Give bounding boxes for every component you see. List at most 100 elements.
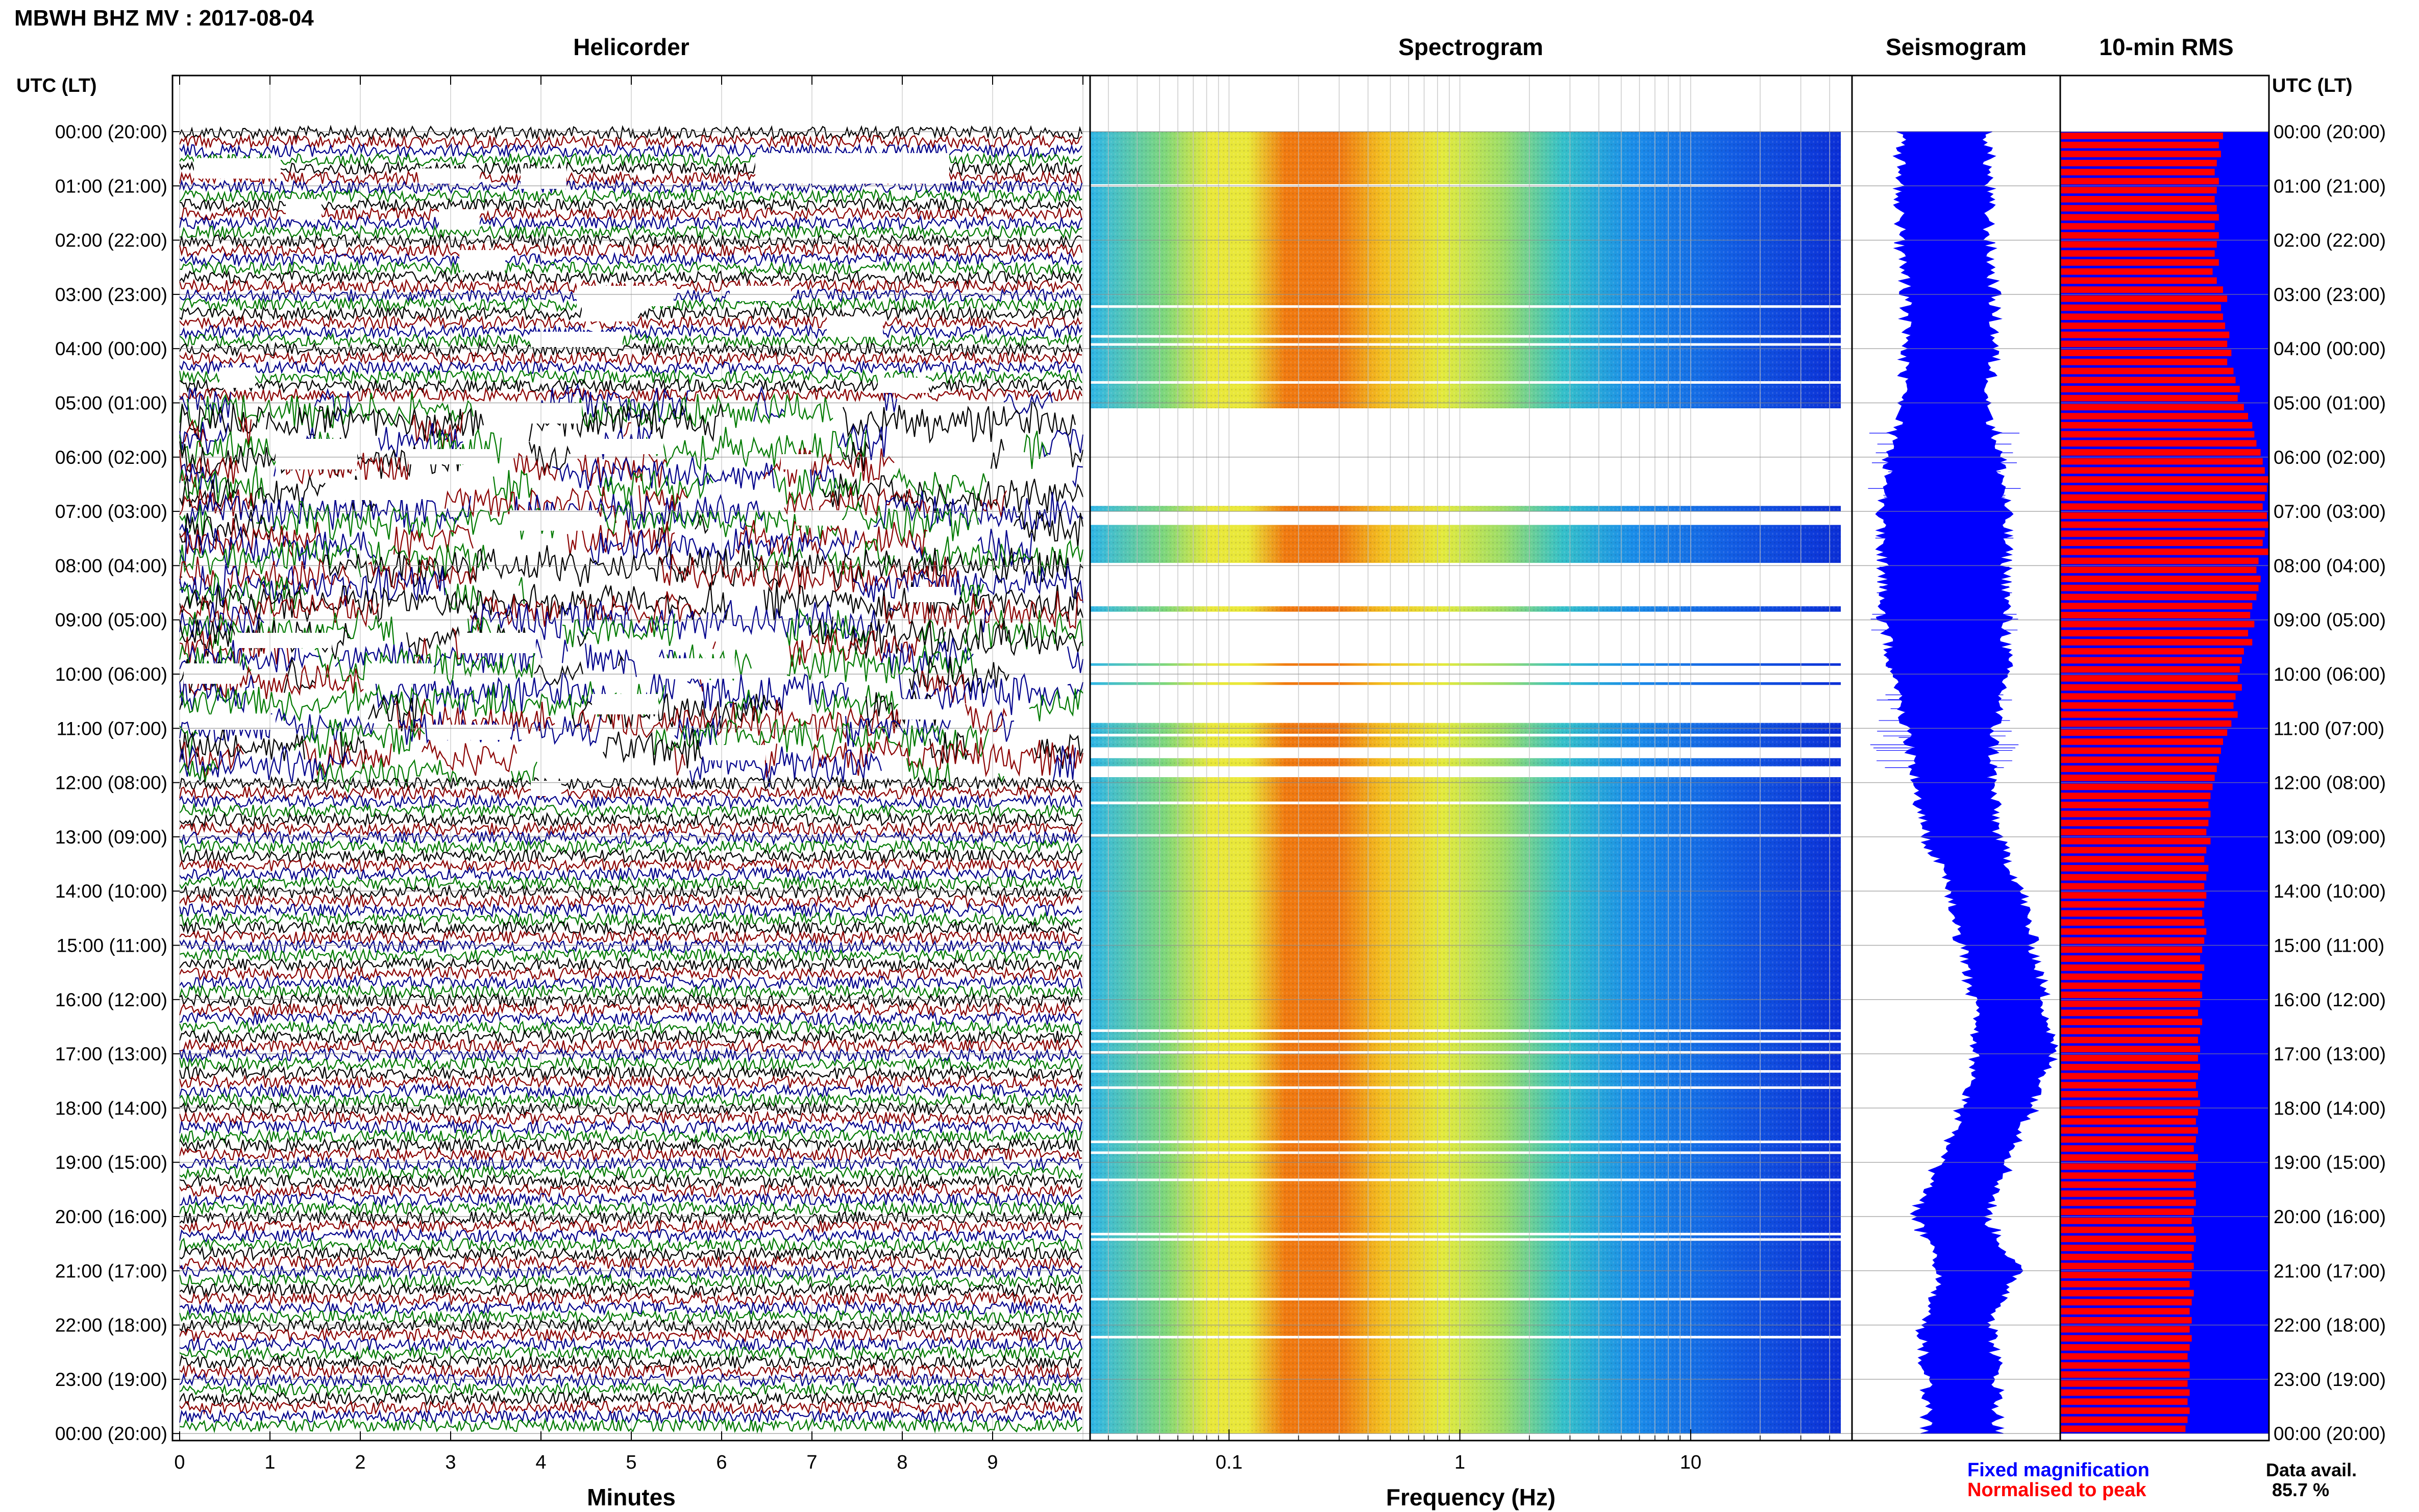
helicorder-trace [179, 1372, 1082, 1389]
utc-label-right: 01:00 (21:00) [2274, 176, 2386, 196]
helicorder-clipped-gap [286, 199, 322, 219]
rms-normalised-bar [2060, 458, 2263, 465]
helicorder-trace [179, 1254, 1082, 1271]
rms-normalised-bar [2060, 168, 2215, 176]
rms-normalised-bar [2060, 937, 2205, 944]
utc-label-left: 00:00 (20:00) [55, 121, 167, 142]
rms-normalised-bar [2060, 964, 2205, 971]
rms-normalised-bar [2060, 1281, 2190, 1287]
helicorder-trace [179, 1263, 1082, 1280]
rms-normalised-bar [2060, 1344, 2190, 1351]
helicorder-trace [179, 1300, 1082, 1316]
utc-label-left: 05:00 (01:00) [55, 393, 167, 414]
rms-normalised-bar [2060, 331, 2230, 338]
helicorder-trace [179, 965, 1083, 982]
utc-label-left: 22:00 (18:00) [55, 1315, 167, 1336]
helicorder-trace [179, 206, 1083, 222]
minute-tick-label: 7 [806, 1452, 817, 1473]
helicorder-trace [179, 1173, 1083, 1190]
helicorder-clipped-gap [235, 633, 332, 648]
utc-label-right: 04:00 (00:00) [2274, 338, 2386, 359]
rms-normalised-bar [2060, 901, 2205, 908]
rms-normalised-bar [2060, 1226, 2194, 1233]
spectrogram-gap-line [1090, 1335, 1841, 1339]
axis-left-header: UTC (LT) [16, 75, 97, 96]
spectrogram-gap [1090, 511, 1852, 525]
rms-normalised-bar [2060, 802, 2209, 808]
spectrogram-gap-line [1090, 1051, 1841, 1054]
utc-label-right: 12:00 (08:00) [2274, 773, 2386, 794]
utc-label-right: 17:00 (13:00) [2274, 1044, 2386, 1064]
utc-label-left: 08:00 (04:00) [55, 555, 167, 576]
helicorder-trace [179, 437, 1084, 479]
helicorder-clipped-gap [459, 633, 536, 653]
helicorder-trace [179, 681, 1083, 724]
spectrogram-gap-line [1090, 305, 1841, 308]
helicorder-trace [179, 811, 1083, 828]
helicorder-trace [179, 1064, 1083, 1081]
helicorder-trace [179, 993, 1082, 1009]
rms-normalised-bar [2060, 1109, 2198, 1116]
legend-normalised-to-peak: Normalised to peak [1967, 1479, 2146, 1501]
rms-normalised-bar [2060, 1073, 2198, 1080]
spectrogram-gap-line [1090, 1178, 1841, 1181]
rms-normalised-bar [2060, 566, 2257, 574]
helicorder-trace [179, 341, 1083, 358]
spectrogram-gap-line [1090, 1298, 1841, 1301]
rms-normalised-bar [2060, 1290, 2194, 1297]
rms-normalised-bar [2060, 1362, 2190, 1369]
rms-normalised-bar [2060, 1389, 2190, 1396]
helicorder-trace [179, 830, 1082, 846]
helicorder-trace [179, 242, 1083, 259]
rms-normalised-bar [2060, 241, 2217, 248]
rms-normalised-bar [2060, 141, 2219, 148]
helicorder-trace [179, 1281, 1083, 1298]
rms-normalised-bar [2060, 557, 2259, 564]
legend-fixed-magnification: Fixed magnification [1967, 1459, 2150, 1481]
helicorder-trace [179, 142, 1082, 158]
rms-normalised-bar [2060, 422, 2253, 429]
helicorder-trace [179, 133, 1082, 150]
helicorder-trace [179, 974, 1083, 991]
rms-normalised-bar [2060, 485, 2267, 492]
rms-normalised-bar [2060, 720, 2232, 727]
minute-tick-label: 9 [987, 1452, 998, 1473]
rms-normalised-bar [2060, 892, 2207, 899]
rms-panel [2060, 132, 2269, 1434]
helicorder-trace [179, 784, 1082, 801]
utc-label-right: 03:00 (23:00) [2274, 284, 2386, 305]
utc-label-right: 18:00 (14:00) [2274, 1098, 2386, 1119]
helicorder-trace [179, 590, 1083, 633]
helicorder-trace [179, 224, 1082, 240]
spectrogram-gap-line [1090, 1238, 1841, 1241]
rms-normalised-bar [2060, 1046, 2201, 1053]
spectrogram-gap-line [1090, 1232, 1841, 1235]
rms-normalised-bar [2060, 1353, 2188, 1360]
rms-normalised-bar [2060, 747, 2221, 754]
rms-normalised-bar [2060, 584, 2259, 591]
helicorder-trace [179, 856, 1082, 874]
helicorder-trace [179, 838, 1083, 855]
helicorder-trace [179, 196, 1082, 213]
spectrogram-gap-line [1090, 1141, 1841, 1144]
helicorder-trace [179, 563, 1084, 607]
xlabel-frequency: Frequency (Hz) [1386, 1484, 1556, 1510]
helicorder-clipped-gap [194, 714, 276, 730]
rms-normalised-bar [2060, 223, 2215, 230]
helicorder-trace [179, 1001, 1082, 1018]
minute-tick-label: 5 [626, 1452, 636, 1473]
rms-normalised-bar [2060, 476, 2269, 483]
helicorder-trace [179, 1019, 1082, 1036]
rms-normalised-bar [2060, 377, 2236, 384]
helicorder-clipped-gap [521, 168, 566, 189]
helicorder-trace [179, 1336, 1083, 1352]
utc-label-left: 15:00 (11:00) [57, 935, 167, 956]
utc-label-left: 11:00 (07:00) [57, 718, 167, 739]
rms-normalised-bar [2060, 1000, 2201, 1007]
rms-normalised-bar [2060, 1299, 2192, 1306]
minute-tick-label: 1 [264, 1452, 275, 1473]
utc-label-right: 10:00 (06:00) [2274, 664, 2386, 685]
spectrogram-gap-line [1090, 1070, 1841, 1073]
rms-normalised-bar [2060, 738, 2224, 745]
rms-normalised-bar [2060, 657, 2242, 664]
